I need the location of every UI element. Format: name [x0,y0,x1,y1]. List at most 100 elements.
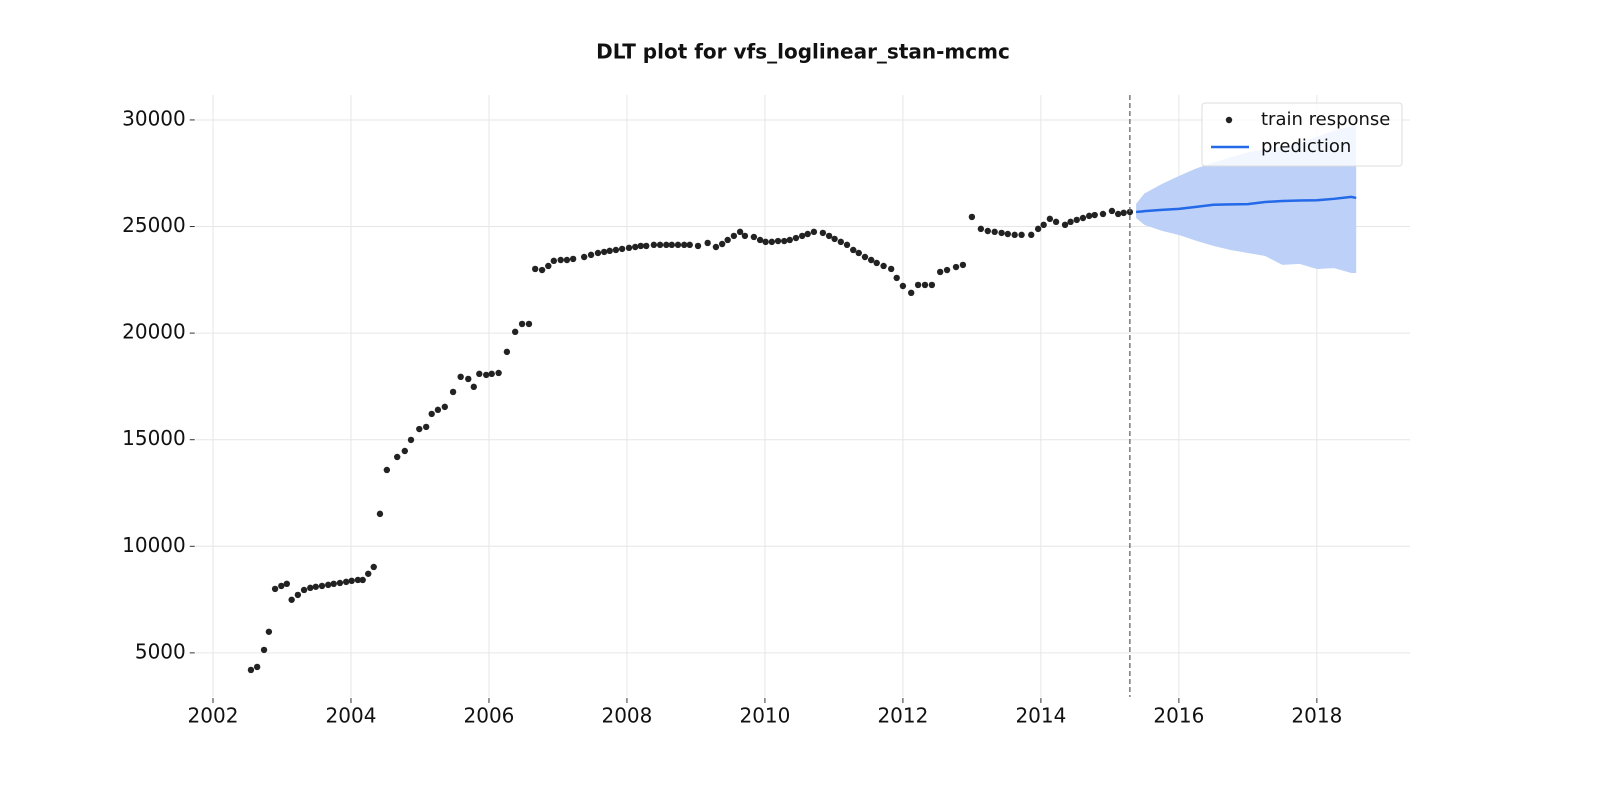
data-point [1034,225,1042,233]
data-point [348,577,355,585]
data-point [741,232,749,240]
data-point [831,235,838,243]
data-point [1079,214,1087,222]
data-point [428,410,435,418]
data-point [850,246,857,254]
prediction-line [1135,195,1357,214]
x-tick-label: 2004 [326,704,377,728]
data-point [330,580,337,588]
data-point [612,246,620,254]
data-point [580,253,588,261]
data-point [861,253,869,261]
data-point [656,241,664,249]
data-point [449,388,457,396]
data-point [668,241,675,249]
data-point [867,256,875,264]
data-point [855,249,862,257]
chart-title: DLT plot for vfs_loglinear_stan-mcmc [596,40,1010,64]
data-point [407,436,415,444]
data-point [694,242,702,250]
data-point [756,236,764,244]
data-point [637,242,644,250]
data-point [336,579,344,587]
data-point [914,281,922,289]
x-tick-label: 2014 [1015,704,1066,728]
data-point [401,447,408,455]
data-point [422,423,430,431]
data-point [376,510,384,518]
legend: train response prediction [1201,102,1403,167]
data-point [271,585,279,593]
data-point [545,262,552,270]
data-point [370,563,377,571]
data-point [359,576,366,584]
data-point [325,581,332,589]
data-point [278,582,285,590]
data-point [606,247,613,255]
x-tick-label: 2012 [877,704,928,728]
legend-label: train response [1261,109,1390,130]
data-point [736,228,744,236]
y-tick-label: 15000 [122,426,186,450]
data-point [781,237,788,245]
data-point [483,371,490,379]
data-point [907,289,915,297]
data-point [594,249,602,257]
data-point [511,328,519,336]
data-point [1091,211,1098,219]
data-point [650,241,658,249]
data-point [1099,210,1107,218]
data-point [307,584,314,592]
data-point [837,238,845,246]
data-point [587,251,595,259]
data-point [959,261,967,269]
data-point [294,591,302,599]
data-point [1011,231,1018,239]
data-point [887,265,895,273]
data-point [786,236,793,244]
data-point [1126,208,1134,216]
data-point [1061,221,1069,229]
data-point [465,375,472,383]
data-point [977,225,985,233]
data-point [525,320,533,328]
data-point [843,241,851,249]
data-point [1073,216,1080,224]
data-point [1018,231,1025,239]
data-point [1040,221,1047,229]
data-point [998,229,1005,237]
data-point [563,256,571,264]
data-point [247,666,255,674]
data-point [724,236,731,244]
data-point [342,578,350,586]
data-point [394,453,401,461]
x-tick-label: 2016 [1153,704,1204,728]
data-point [984,227,991,235]
data-point [312,583,319,590]
data-point [625,244,633,252]
data-point [318,582,326,590]
data-point [968,213,976,221]
data-point [819,229,827,237]
data-point [476,370,483,378]
data-point [416,425,423,433]
data-point [712,243,720,251]
x-tick-label: 2006 [464,704,515,728]
data-point [470,383,477,391]
data-point [550,257,558,265]
data-point [618,245,626,253]
data-point [1046,215,1054,223]
data-point [952,263,960,271]
data-point [643,242,650,250]
data-point [365,570,372,577]
data-point [288,596,295,603]
data-point [936,268,944,276]
data-point [557,256,564,264]
data-point [283,580,291,588]
data-point [704,239,711,247]
data-point [873,259,880,267]
data-point [681,241,688,249]
data-point [792,234,800,242]
data-point [674,241,682,249]
legend-box [1201,102,1403,167]
